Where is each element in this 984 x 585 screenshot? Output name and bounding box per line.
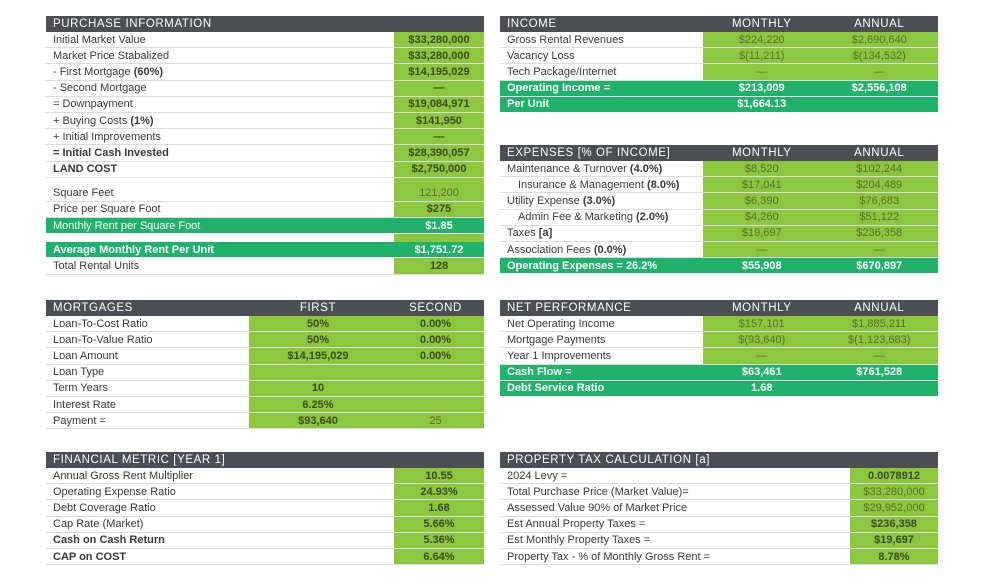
table-row: Est Monthly Property Taxes = $19,697 <box>500 532 938 549</box>
table-row: Loan-To-Value Ratio 50% 0.00% <box>46 332 484 349</box>
table-row: Square Feet 121,200 <box>46 185 484 202</box>
table-row: Admin Fee & Marketing (2.0%) $4,260 $51,12… <box>500 209 938 226</box>
purchase-information-panel: PURCHASE INFORMATION Initial Market Valu… <box>46 16 484 275</box>
table-row: Operating Expense Ratio 24.93% <box>46 484 484 501</box>
expenses-header: EXPENSES [% OF INCOME] MONTHLY ANNUAL <box>500 145 938 161</box>
table-row: Market Price Stabalized $33,280,000 <box>46 48 484 65</box>
table-row: Cap Rate (Market) 5.66% <box>46 516 484 533</box>
table-row: = Downpayment $19,084,971 <box>46 96 484 113</box>
table-row: = Initial Cash Invested $28,390,057 <box>46 145 484 162</box>
table-row: Assessed Value 90% of Market Price $29,95… <box>500 500 938 517</box>
table-row: Loan Type <box>46 364 484 381</box>
table-row: + Initial Improvements — <box>46 129 484 146</box>
table-row: Property Tax - % of Monthly Gross Rent =… <box>500 548 938 566</box>
table-row: Loan Amount $14,195,029 0.00% <box>46 348 484 365</box>
table-row: 2024 Levy = 0.0078912 <box>500 468 938 485</box>
table-row: Insurance & Management (8.0%) $17,041 $204… <box>500 177 938 194</box>
table-row: Loan-To-Cost Ratio 50% 0.00% <box>46 316 484 333</box>
table-row: Total Rental Units 128 <box>46 258 484 275</box>
table-row: Operating Expenses = 26.2% $55,908 $670,89… <box>500 258 938 275</box>
table-row: Monthly Rent per Square Foot $1.85 <box>46 218 484 235</box>
table-row: Operating Income = $213,009 $2,556,108 <box>500 80 938 97</box>
financial-metric-panel: FINANCIAL METRIC [YEAR 1] Annual Gross R… <box>46 452 484 566</box>
table-row: Debt Coverage Ratio 1.68 <box>46 500 484 517</box>
table-row: Est Annual Property Taxes = $236,358 <box>500 516 938 533</box>
table-row: + Buying Costs (1%) $141,950 <box>46 112 484 130</box>
purchase-header: PURCHASE INFORMATION <box>46 16 484 32</box>
tax-header: PROPERTY TAX CALCULATION [a] <box>500 452 938 468</box>
table-row: Net Operating Income $157,101 $1,885,211 <box>500 316 938 333</box>
financial-header: FINANCIAL METRIC [YEAR 1] <box>46 452 484 468</box>
purchase-title: PURCHASE INFORMATION <box>53 18 212 30</box>
table-row: - Second Mortgage — <box>46 80 484 97</box>
netperf-header: NET PERFORMANCE MONTHLY ANNUAL <box>500 300 938 316</box>
table-row: Association Fees (0.0%) — — <box>500 241 938 259</box>
table-row: Cash Flow = $63,461 $761,528 <box>500 364 938 381</box>
table-row: Price per Square Foot $275 <box>46 201 484 219</box>
table-row: Per Unit $1,664.13 <box>500 96 938 113</box>
table-row: Interest Rate 6.25% <box>46 396 484 414</box>
table-row: Utility Expense (3.0%) $6,390 $76,683 <box>500 193 938 210</box>
net-performance-panel: NET PERFORMANCE MONTHLY ANNUAL Net Opera… <box>500 300 938 397</box>
table-row: Taxes [a] $19,697 $236,358 <box>500 225 938 242</box>
expenses-panel: EXPENSES [% OF INCOME] MONTHLY ANNUAL Ma… <box>500 145 938 275</box>
table-row: Payment = $93,640 25 <box>46 413 484 430</box>
property-tax-panel: PROPERTY TAX CALCULATION [a] 2024 Levy =… <box>500 452 938 566</box>
table-row: CAP on COST 6.64% <box>46 548 484 566</box>
income-header: INCOME MONTHLY ANNUAL <box>500 16 938 32</box>
table-row: Mortgage Payments $(93,640) $(1,123,683) <box>500 332 938 349</box>
table-row: Vacancy Loss $(11,211) $(134,532) <box>500 48 938 65</box>
table-row: Initial Market Value $33,280,000 <box>46 32 484 49</box>
mortgages-panel: MORTGAGES FIRST SECOND Loan-To-Cost Rati… <box>46 300 484 430</box>
table-row: Term Years 10 <box>46 380 484 397</box>
table-row: Gross Rental Revenues $224,220 $2,690,640 <box>500 32 938 49</box>
table-row: Annual Gross Rent Multiplier 10.55 <box>46 468 484 485</box>
table-row: - First Mortgage (60%) $14,195,029 <box>46 64 484 81</box>
table-row: Total Purchase Price (Market Value)= $33,… <box>500 484 938 501</box>
income-panel: INCOME MONTHLY ANNUAL Gross Rental Reven… <box>500 16 938 113</box>
mortgages-header: MORTGAGES FIRST SECOND <box>46 300 484 316</box>
table-row: Cash on Cash Return 5.36% <box>46 532 484 549</box>
table-row: Average Monthly Rent Per Unit $1,751.72 <box>46 242 484 259</box>
table-row: LAND COST $2,750,000 <box>46 161 484 178</box>
table-row: Maintenance & Turnover (4.0%) $8,520 $102,… <box>500 161 938 178</box>
table-row: Year 1 Improvements — — <box>500 348 938 365</box>
table-row: Debt Service Ratio 1.68 <box>500 380 938 397</box>
table-row: Tech Package/Internet — — <box>500 64 938 81</box>
